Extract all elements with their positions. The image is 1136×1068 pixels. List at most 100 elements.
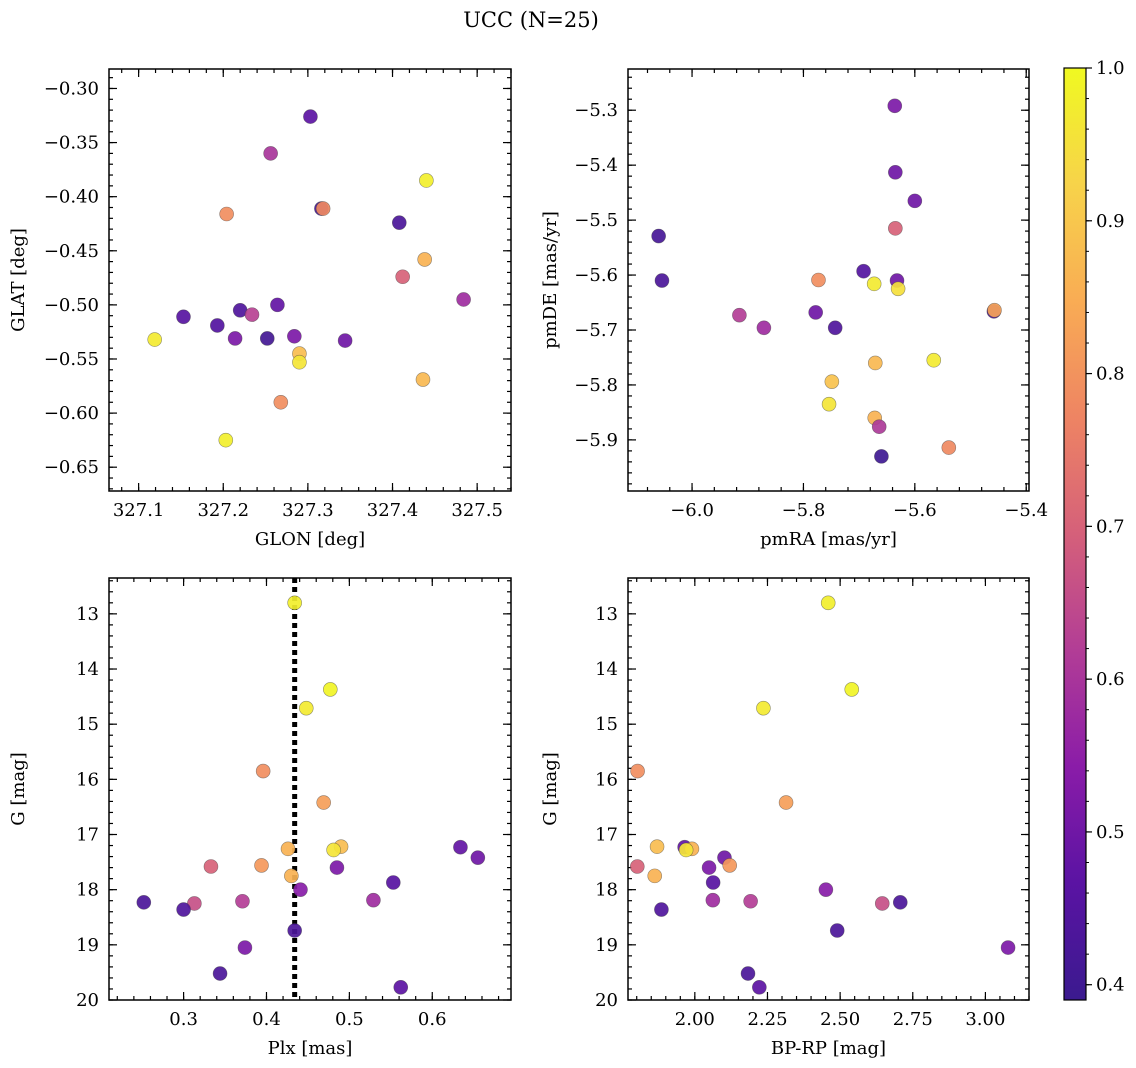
scatter-point bbox=[808, 305, 823, 320]
scatter-point bbox=[827, 320, 843, 336]
y-tick-label: 13 bbox=[595, 604, 618, 625]
scatter-point bbox=[820, 595, 836, 611]
y-tick-label: 20 bbox=[76, 990, 99, 1011]
panel-2: −6.0 −5.8 −5.6 −5.4 −5.9 −5.8 −5.7 −5.6 −5.5 −5.4… bbox=[540, 68, 1048, 550]
scatter-point bbox=[987, 302, 1002, 318]
scatter-point bbox=[456, 292, 471, 307]
x-tick-label: −5.6 bbox=[893, 500, 937, 521]
scatter-point bbox=[176, 309, 191, 325]
x-axis-label: GLON [deg] bbox=[255, 529, 365, 550]
scatter-point bbox=[417, 252, 432, 267]
x-axis-label: pmRA [mas/yr] bbox=[760, 529, 897, 550]
scatter-point bbox=[874, 896, 890, 911]
scatter-point bbox=[752, 980, 767, 995]
scatter-point bbox=[941, 440, 957, 455]
colorbar: 0.4 0.5 0.6 0.7 0.8 0.9 1.0 bbox=[1063, 58, 1125, 1001]
y-tick-label: 16 bbox=[76, 769, 99, 790]
scatter-point bbox=[470, 850, 486, 865]
scatter-point bbox=[298, 700, 314, 716]
scatter-point bbox=[415, 372, 431, 387]
y-tick-label: −5.4 bbox=[574, 155, 618, 176]
colorbar-tick-label: 1.0 bbox=[1096, 58, 1125, 79]
scatter-point bbox=[136, 895, 152, 910]
y-tick-label: −0.40 bbox=[44, 187, 99, 208]
scatter-point bbox=[629, 859, 645, 874]
scatter-point bbox=[740, 966, 756, 981]
colorbar-tick-label: 0.7 bbox=[1096, 516, 1125, 537]
scatter-point bbox=[778, 795, 794, 810]
figure-title: UCC (N=25) bbox=[463, 8, 599, 32]
scatter-point bbox=[829, 923, 845, 938]
scatter-point bbox=[722, 858, 738, 873]
y-axis-label: GLAT [deg] bbox=[8, 228, 29, 332]
scatter-point bbox=[293, 882, 308, 897]
y-tick-label: 19 bbox=[595, 935, 618, 956]
scatter-point bbox=[316, 795, 331, 810]
scatter-point bbox=[888, 221, 903, 236]
scatter-point bbox=[244, 307, 260, 322]
scatter-point bbox=[871, 419, 887, 435]
scatter-point bbox=[654, 273, 670, 288]
y-tick-label: −0.65 bbox=[44, 457, 99, 478]
scatter-point bbox=[818, 882, 834, 897]
scatter-point bbox=[743, 893, 758, 909]
scatter-point bbox=[874, 449, 889, 464]
x-tick-label: −5.8 bbox=[782, 500, 826, 521]
colorbar-gradient bbox=[1063, 67, 1087, 1001]
scatter-point bbox=[270, 297, 285, 313]
y-tick-label: −0.35 bbox=[44, 133, 99, 154]
x-tick-label: 327.4 bbox=[367, 500, 419, 521]
x-tick-label: 0.3 bbox=[169, 1009, 198, 1030]
scatter-point bbox=[176, 902, 191, 917]
y-tick-label: −5.3 bbox=[574, 100, 618, 121]
x-tick-label: 2.50 bbox=[820, 1009, 860, 1030]
y-tick-label: −0.45 bbox=[44, 241, 99, 262]
scatter-point bbox=[651, 228, 666, 244]
scatter-point bbox=[366, 892, 381, 908]
colorbar-tick-label: 0.6 bbox=[1096, 669, 1125, 690]
axes-frame bbox=[627, 577, 1030, 1001]
scatter-point bbox=[237, 940, 253, 955]
scatter-point bbox=[844, 682, 860, 697]
x-tick-label: 0.6 bbox=[418, 1009, 447, 1030]
scatter-point bbox=[391, 215, 407, 230]
y-tick-label: 16 bbox=[595, 769, 618, 790]
x-tick-label: 0.5 bbox=[335, 1009, 364, 1030]
scatter-point bbox=[259, 331, 275, 346]
scatter-point bbox=[705, 875, 721, 890]
y-tick-label: 17 bbox=[76, 825, 99, 846]
y-tick-label: 18 bbox=[595, 880, 618, 901]
scatter-point bbox=[888, 165, 903, 180]
scatter-point bbox=[147, 332, 163, 347]
scatter-point bbox=[907, 193, 923, 209]
scatter-point bbox=[273, 394, 289, 410]
x-tick-label: 3.00 bbox=[965, 1009, 1005, 1030]
scatter-point bbox=[705, 892, 721, 908]
scatter-point bbox=[227, 331, 243, 346]
scatter-point bbox=[393, 980, 409, 995]
y-tick-label: −0.55 bbox=[44, 349, 99, 370]
scatter-point bbox=[647, 868, 663, 884]
x-tick-label: 0.4 bbox=[252, 1009, 281, 1030]
x-tick-label: 327.3 bbox=[282, 500, 334, 521]
scatter-point bbox=[263, 146, 278, 161]
scatter-point bbox=[303, 109, 318, 124]
scatter-point bbox=[890, 281, 906, 297]
x-axis-label: Plx [mas] bbox=[268, 1038, 353, 1059]
scatter-point bbox=[453, 839, 468, 855]
y-tick-label: −0.60 bbox=[44, 403, 99, 424]
y-axis-label: pmDE [mas/yr] bbox=[540, 211, 561, 349]
scatter-point bbox=[678, 842, 694, 858]
scatter-point bbox=[280, 841, 296, 857]
scatter-point bbox=[630, 763, 645, 779]
scatter-point bbox=[203, 859, 219, 874]
scatter-point bbox=[811, 272, 826, 288]
y-tick-label: 15 bbox=[76, 714, 99, 735]
y-tick-label: 18 bbox=[76, 880, 99, 901]
y-tick-label: 15 bbox=[595, 714, 618, 735]
x-tick-label: −5.4 bbox=[1004, 500, 1048, 521]
colorbar-tick-label: 0.8 bbox=[1096, 364, 1125, 385]
scatter-point bbox=[756, 700, 771, 716]
scatter-panels: 327.1 327.2 327.3 327.4 327.5 −0.65 −0.60 −0.55… bbox=[8, 68, 1048, 1059]
